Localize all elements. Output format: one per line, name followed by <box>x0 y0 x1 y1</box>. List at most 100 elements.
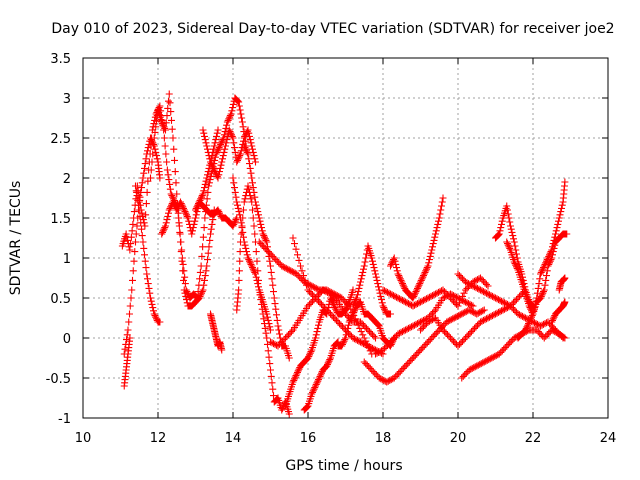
data-point <box>211 156 219 164</box>
data-point <box>439 286 447 294</box>
data-point <box>444 317 452 325</box>
data-point <box>253 204 261 212</box>
data-point <box>385 340 393 348</box>
data-point <box>388 259 396 267</box>
data-point <box>392 372 400 380</box>
data-point <box>160 123 168 131</box>
data-point <box>422 267 430 275</box>
data-point <box>324 307 331 315</box>
data-point <box>167 108 175 116</box>
data-point <box>371 267 379 275</box>
data-point <box>481 316 489 324</box>
data-point <box>180 267 188 275</box>
data-point <box>461 308 469 316</box>
data-point <box>483 289 490 297</box>
data-point <box>333 316 340 324</box>
data-point <box>396 273 403 281</box>
x-tick-label: 16 <box>300 431 317 446</box>
data-point <box>478 276 486 284</box>
data-point <box>357 278 364 286</box>
data-point <box>466 300 474 308</box>
data-point <box>468 308 476 316</box>
data-point <box>181 273 189 281</box>
data-point <box>378 376 386 384</box>
data-point <box>158 230 166 238</box>
data-point <box>324 304 332 312</box>
data-point <box>255 211 262 219</box>
data-point <box>211 139 219 147</box>
data-point <box>259 230 267 238</box>
data-point <box>430 315 438 323</box>
data-point <box>200 129 208 137</box>
data-point <box>161 224 169 232</box>
data-point <box>325 357 333 365</box>
data-point <box>309 291 316 299</box>
data-point <box>245 155 253 163</box>
data-point <box>433 224 441 232</box>
data-point <box>392 260 400 268</box>
data-point <box>554 220 562 228</box>
data-point <box>273 395 281 403</box>
data-point <box>231 219 238 227</box>
data-point <box>150 134 158 142</box>
data-point <box>456 272 463 280</box>
data-point <box>516 311 523 319</box>
data-point <box>217 161 225 169</box>
data-point <box>193 293 201 301</box>
data-point <box>176 230 184 238</box>
data-point <box>133 222 141 230</box>
data-point <box>447 316 455 324</box>
data-point <box>375 283 382 291</box>
data-point <box>218 137 226 145</box>
data-point <box>177 200 185 208</box>
data-point <box>247 139 255 147</box>
data-point <box>548 318 556 326</box>
data-point <box>205 182 213 190</box>
data-point <box>485 356 493 364</box>
data-point <box>360 262 368 270</box>
data-point <box>453 293 460 301</box>
data-point <box>267 366 274 374</box>
data-point <box>193 294 201 302</box>
data-point <box>136 212 144 220</box>
data-point <box>409 302 417 310</box>
data-point <box>263 238 271 246</box>
data-point <box>528 313 535 321</box>
data-point <box>384 341 391 349</box>
data-point <box>560 333 568 341</box>
data-point <box>369 257 376 265</box>
data-point <box>159 228 166 236</box>
data-point <box>423 339 431 347</box>
data-point <box>350 300 358 308</box>
data-point <box>266 257 274 265</box>
data-point <box>504 206 511 214</box>
data-point <box>561 298 569 306</box>
data-point <box>239 228 247 236</box>
data-point <box>427 292 435 300</box>
data-point <box>255 283 262 291</box>
data-point <box>484 290 492 298</box>
data-point <box>532 320 540 328</box>
data-point <box>328 297 336 305</box>
data-point <box>487 292 495 300</box>
data-point <box>504 240 511 248</box>
data-point <box>285 331 292 339</box>
data-point <box>437 206 445 214</box>
data-point <box>449 315 457 323</box>
data-point <box>223 121 231 129</box>
data-point <box>555 214 563 222</box>
data-point <box>492 294 499 302</box>
data-point <box>429 243 436 251</box>
data-point <box>255 276 262 284</box>
data-point <box>180 206 188 214</box>
data-point <box>121 345 129 353</box>
data-point <box>203 142 211 150</box>
data-point <box>226 112 234 120</box>
data-point <box>432 230 439 238</box>
data-point <box>372 270 379 278</box>
data-point <box>417 278 424 286</box>
data-point <box>504 300 511 308</box>
data-point <box>227 110 235 118</box>
data-point <box>244 150 252 158</box>
data-point <box>147 174 154 182</box>
